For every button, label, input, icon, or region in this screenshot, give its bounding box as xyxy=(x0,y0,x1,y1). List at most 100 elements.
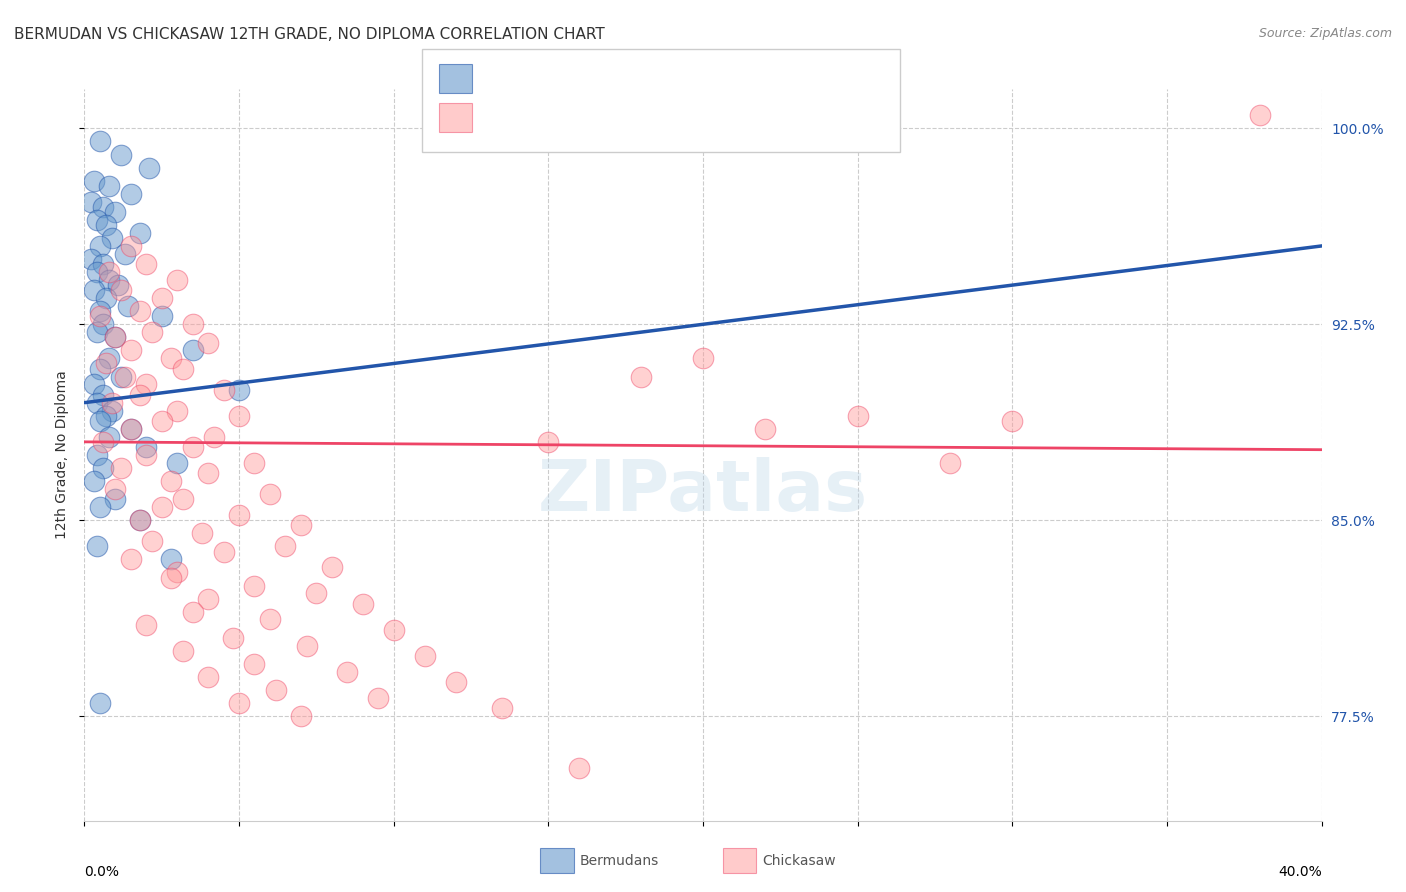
Point xyxy=(166,456,188,470)
Point xyxy=(336,665,359,679)
Point xyxy=(160,474,183,488)
Point xyxy=(120,552,142,566)
Point xyxy=(135,377,157,392)
Point xyxy=(104,482,127,496)
Text: Source: ZipAtlas.com: Source: ZipAtlas.com xyxy=(1258,27,1392,40)
Point xyxy=(120,422,142,436)
Point xyxy=(141,534,163,549)
Text: 0.0%: 0.0% xyxy=(84,864,120,879)
Point xyxy=(89,414,111,428)
Point xyxy=(181,440,204,454)
Point xyxy=(98,430,121,444)
Point xyxy=(89,696,111,710)
Point xyxy=(160,552,183,566)
Point xyxy=(110,147,132,161)
Point xyxy=(135,617,157,632)
Point xyxy=(91,318,114,332)
Point xyxy=(83,174,105,188)
Point xyxy=(91,434,114,449)
Point xyxy=(630,369,652,384)
Point xyxy=(172,644,194,658)
Point xyxy=(83,284,105,298)
Point xyxy=(202,430,225,444)
Point xyxy=(305,586,328,600)
Point xyxy=(160,351,183,366)
Text: N =: N = xyxy=(647,70,676,85)
Point xyxy=(107,278,129,293)
Point xyxy=(129,388,152,402)
Point xyxy=(89,500,111,515)
Point xyxy=(101,231,124,245)
Point xyxy=(166,403,188,417)
Point xyxy=(83,474,105,488)
Point xyxy=(129,226,152,240)
Point xyxy=(197,467,219,481)
Point xyxy=(86,212,108,227)
Point xyxy=(79,252,101,266)
Point xyxy=(290,518,312,533)
Text: R =: R = xyxy=(482,92,510,107)
Point xyxy=(98,273,121,287)
Point xyxy=(352,597,374,611)
Point xyxy=(243,456,266,470)
Point xyxy=(101,403,124,417)
Point xyxy=(150,500,173,515)
Point xyxy=(89,135,111,149)
Point xyxy=(181,318,204,332)
Point xyxy=(939,456,962,470)
Point xyxy=(86,265,108,279)
Point xyxy=(228,409,250,423)
Text: R =: R = xyxy=(482,70,510,85)
Point xyxy=(692,351,714,366)
Point xyxy=(135,448,157,462)
Point xyxy=(94,218,117,232)
Text: Chickasaw: Chickasaw xyxy=(762,854,835,868)
Point xyxy=(166,566,188,580)
Point xyxy=(120,343,142,358)
Point xyxy=(89,361,111,376)
Point xyxy=(94,291,117,305)
Point xyxy=(212,544,235,558)
Point xyxy=(1249,108,1271,122)
Point xyxy=(79,194,101,209)
Point xyxy=(259,487,281,501)
Point xyxy=(86,395,108,409)
Point xyxy=(86,540,108,554)
Point xyxy=(150,291,173,305)
Point xyxy=(120,186,142,201)
Point xyxy=(413,649,436,664)
Text: BERMUDAN VS CHICKASAW 12TH GRADE, NO DIPLOMA CORRELATION CHART: BERMUDAN VS CHICKASAW 12TH GRADE, NO DIP… xyxy=(14,27,605,42)
Point xyxy=(228,508,250,522)
Point xyxy=(228,383,250,397)
Point xyxy=(181,343,204,358)
Point xyxy=(98,178,121,193)
Point xyxy=(243,657,266,671)
Point xyxy=(135,257,157,271)
Point xyxy=(367,690,389,705)
Point xyxy=(141,325,163,339)
Text: -0.006: -0.006 xyxy=(534,92,589,107)
Text: 0.161: 0.161 xyxy=(548,70,596,85)
Point xyxy=(117,299,139,313)
Point xyxy=(1001,414,1024,428)
Point xyxy=(491,701,513,715)
Point xyxy=(537,434,560,449)
Point xyxy=(274,540,297,554)
Point xyxy=(89,304,111,318)
Point xyxy=(290,709,312,723)
Point xyxy=(150,414,173,428)
Point xyxy=(120,422,142,436)
Point xyxy=(295,639,318,653)
Point xyxy=(135,440,157,454)
Text: 52: 52 xyxy=(710,70,731,85)
Point xyxy=(197,335,219,350)
Point xyxy=(222,631,245,645)
Point xyxy=(212,383,235,397)
Point xyxy=(86,448,108,462)
Point xyxy=(129,513,152,527)
Point xyxy=(110,369,132,384)
Point xyxy=(104,330,127,344)
Point xyxy=(382,623,405,637)
Point xyxy=(243,578,266,592)
Point xyxy=(259,612,281,626)
